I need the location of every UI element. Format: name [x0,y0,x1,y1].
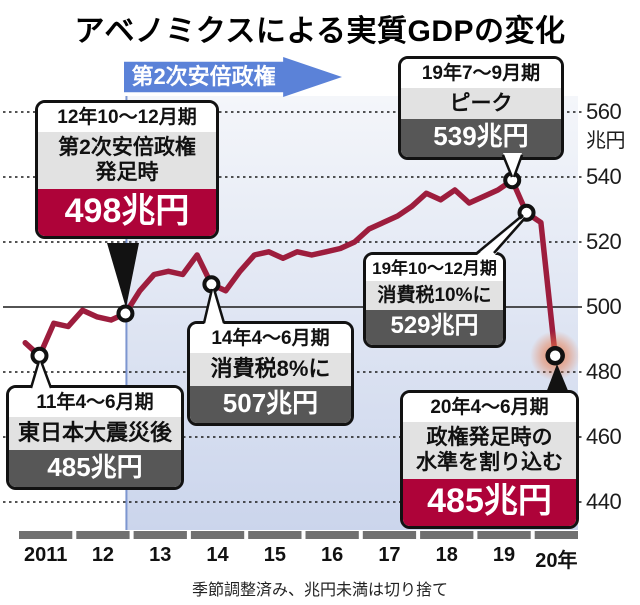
x-axis-tick-label: 20年 [535,550,578,572]
callout-earthquake: 11年4〜6月期 東日本大震災後 485兆円 [6,385,184,491]
callout-period: 14年4〜6月期 [190,324,351,353]
x-axis-tick-label: 16 [321,544,344,566]
callout-label: 消費税8%に [190,352,351,386]
callout-abe-start: 12年10〜12月期 第2次安倍政権 発足時 498兆円 [35,100,219,240]
callout-label: 第2次安倍政権 発足時 [38,131,216,189]
y-axis-tick-label: 500 [586,294,622,319]
callout-peak: 19年7〜9月期 ピーク 539兆円 [398,56,564,160]
x-axis-tick-label: 17 [378,544,401,566]
callout-label: 消費税10%に [366,281,503,311]
x-axis-tick-label: 12 [91,544,115,566]
callout-label: 東日本大震災後 [9,416,181,450]
callout-value: 498兆円 [38,188,216,237]
y-axis-tick-label: 540 [586,164,622,189]
y-axis-tick-label: 520 [586,229,622,254]
callout-label: 政権発足時の 水準を割り込む [403,421,576,479]
callout-label: ピーク [401,87,561,120]
era-arrow-label: 第2次安倍政権 [131,64,276,89]
callout-period: 12年10〜12月期 [38,103,216,132]
callout-period: 20年4〜6月期 [403,393,576,422]
callout-value: 507兆円 [190,385,351,424]
callout-value: 485兆円 [9,449,181,488]
callout-value: 485兆円 [403,478,576,527]
callout-tax8: 14年4〜6月期 消費税8%に 507兆円 [187,321,354,427]
y-axis-tick-label: 440 [586,489,622,514]
x-axis-tick-label: 18 [435,544,458,566]
x-axis-tick-label: 19 [492,544,516,566]
x-axis-tick-label: 13 [149,544,172,566]
x-axis-tick-label: 2011 [23,544,68,566]
x-axis-tick-label: 15 [263,544,286,566]
y-axis-tick-label: 480 [586,359,622,384]
callout-value: 529兆円 [366,310,503,346]
callout-tax10: 19年10〜12月期 消費税10%に 529兆円 [363,252,506,349]
callout-period: 19年7〜9月期 [401,59,561,88]
footer-note: 季節調整済み、兆円未満は切り捨て [191,582,448,599]
x-axis-tick-label: 14 [206,544,229,566]
chart-title: アベノミクスによる実質GDPの変化 [74,15,566,48]
callout-below-start: 20年4〜6月期 政権発足時の 水準を割り込む 485兆円 [400,390,579,530]
y-axis-tick-label: 460 [586,424,622,449]
callout-value: 539兆円 [401,119,561,157]
callout-period: 19年10〜12月期 [366,255,503,282]
y-axis-unit: 兆円 [586,130,626,152]
callout-period: 11年4〜6月期 [9,388,181,417]
y-axis-tick-label: 560 兆円 [586,99,626,152]
